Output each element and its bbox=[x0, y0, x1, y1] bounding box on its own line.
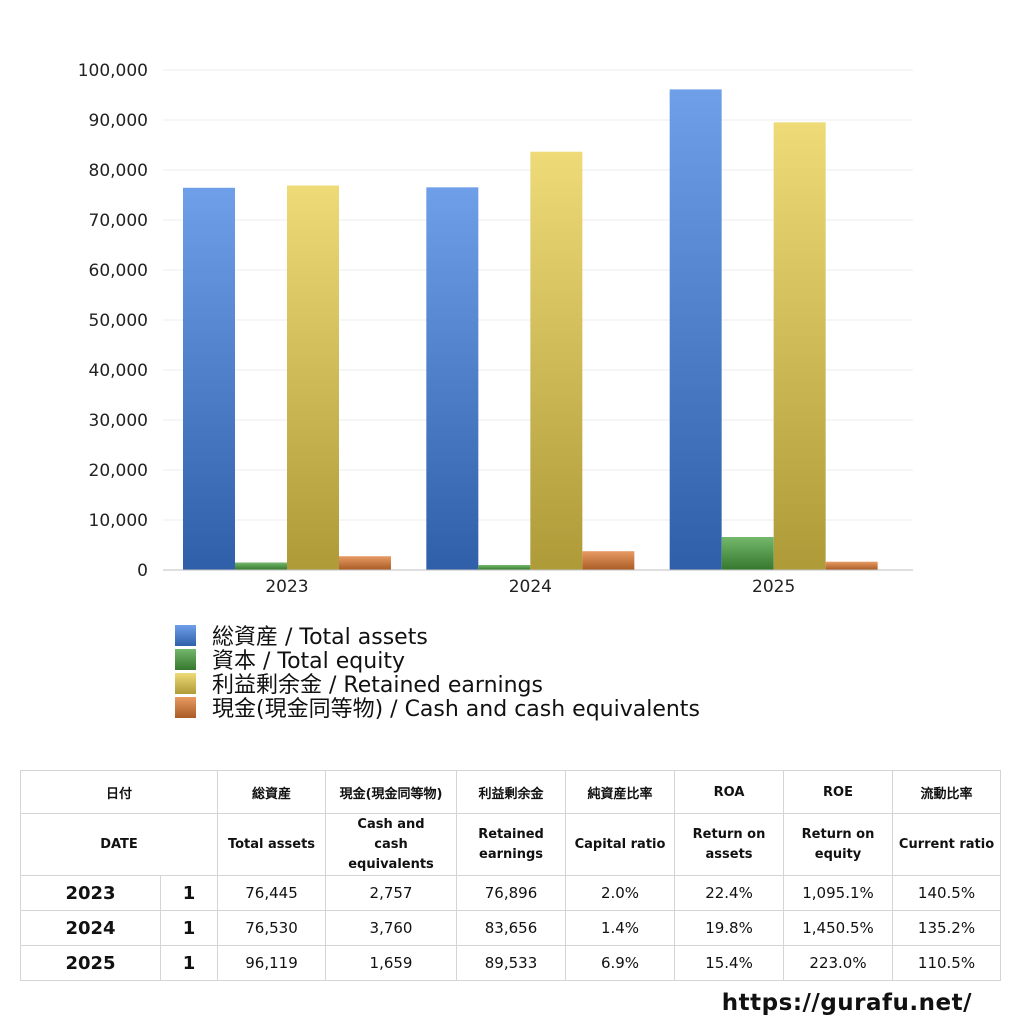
row-roa: 15.4% bbox=[674, 945, 785, 981]
bar-2025-series-2 bbox=[773, 122, 826, 571]
header-date-jp: 日付 bbox=[19, 770, 219, 814]
row-roe: 1,095.1% bbox=[783, 875, 894, 911]
header-date-en: DATE bbox=[19, 813, 219, 876]
row-capital-ratio: 6.9% bbox=[565, 945, 676, 981]
y-tick-label: 10,000 bbox=[89, 511, 148, 531]
legend-label-total-assets: 総資産 / Total assets bbox=[212, 625, 428, 650]
row-count: 1 bbox=[159, 910, 219, 946]
y-tick-label: 0 bbox=[137, 561, 148, 581]
header-retained-en: Retained earnings bbox=[456, 813, 567, 876]
legend-swatch-retained-earnings bbox=[175, 672, 196, 694]
y-tick-label: 30,000 bbox=[89, 411, 148, 431]
header-roe-jp: ROE bbox=[783, 770, 894, 814]
row-retained: 83,656 bbox=[456, 910, 567, 946]
header-current-ratio-en: Current ratio bbox=[892, 813, 1002, 876]
y-tick-label: 40,000 bbox=[89, 361, 148, 381]
row-cash: 3,760 bbox=[325, 910, 458, 946]
bar-2024-series-0 bbox=[426, 187, 479, 570]
bar-2024-series-1 bbox=[478, 565, 531, 570]
bar-chart: 0 10,000 20,000 30,000 40,000 50,000 60,000 70,… bbox=[78, 61, 913, 597]
x-category-label: 2025 bbox=[752, 577, 795, 597]
bar-2023-series-1 bbox=[235, 562, 287, 570]
row-roe: 1,450.5% bbox=[783, 910, 894, 946]
header-roa-en-text: Return on assets bbox=[692, 826, 766, 862]
table-row: 2025 1 96,119 1,659 89,533 6.9% 15.4% 22… bbox=[20, 945, 1002, 981]
header-capital-ratio-jp: 純資産比率 bbox=[565, 770, 676, 814]
header-retained-en-text: Retained earnings bbox=[478, 826, 544, 862]
table-header-row-jp: 日付 総資産 現金(現金同等物) 利益剰余金 純資産比率 ROA ROE 流動比… bbox=[19, 770, 1002, 814]
table-row: 2023 1 76,445 2,757 76,896 2.0% 22.4% 1,… bbox=[20, 875, 1002, 911]
y-tick-label: 20,000 bbox=[89, 461, 148, 481]
x-category-label: 2024 bbox=[509, 577, 552, 597]
row-current-ratio: 110.5% bbox=[892, 945, 1002, 981]
header-cash-jp: 現金(現金同等物) bbox=[325, 770, 458, 814]
bar-2023-series-0 bbox=[183, 187, 235, 570]
row-total-assets: 76,445 bbox=[217, 875, 327, 911]
y-tick-label: 80,000 bbox=[89, 161, 148, 181]
y-tick-label: 60,000 bbox=[89, 261, 148, 281]
row-capital-ratio: 1.4% bbox=[565, 910, 676, 946]
y-axis-ticks: 0 10,000 20,000 30,000 40,000 50,000 60,000 70,… bbox=[78, 61, 148, 581]
financial-data-table: 日付 総資産 現金(現金同等物) 利益剰余金 純資産比率 ROA ROE 流動比… bbox=[19, 770, 1002, 981]
row-roe: 223.0% bbox=[783, 945, 894, 981]
header-cash-en-text: Cash and cash equivalents bbox=[348, 816, 434, 872]
header-total-assets-jp: 総資産 bbox=[217, 770, 327, 814]
header-roa-en: Return on assets bbox=[674, 813, 785, 876]
legend-item-cash: 現金(現金同等物) / Cash and cash equivalents bbox=[175, 695, 700, 722]
row-cash: 1,659 bbox=[325, 945, 458, 981]
row-roa: 22.4% bbox=[674, 875, 785, 911]
bar-2025-series-0 bbox=[669, 89, 722, 570]
legend-item-total-assets: 総資産 / Total assets bbox=[175, 623, 700, 650]
header-roe-en: Return on equity bbox=[783, 813, 894, 876]
source-url[interactable]: https://gurafu.net/ bbox=[721, 990, 972, 1016]
row-total-assets: 96,119 bbox=[217, 945, 327, 981]
legend-item-total-equity: 資本 / Total equity bbox=[175, 647, 700, 674]
legend-label-total-equity: 資本 / Total equity bbox=[212, 649, 405, 674]
legend: 総資産 / Total assets 資本 / Total equity 利益剰… bbox=[175, 623, 700, 722]
bar-2023-series-3 bbox=[339, 556, 391, 570]
header-total-assets-en: Total assets bbox=[217, 813, 327, 876]
header-roe-en-text: Return on equity bbox=[801, 826, 875, 862]
row-year: 2024 bbox=[20, 910, 161, 946]
header-capital-ratio-en: Capital ratio bbox=[565, 813, 676, 876]
row-current-ratio: 140.5% bbox=[892, 875, 1002, 911]
row-year: 2025 bbox=[20, 945, 161, 981]
legend-swatch-total-assets bbox=[175, 624, 196, 646]
row-current-ratio: 135.2% bbox=[892, 910, 1002, 946]
row-year: 2023 bbox=[20, 875, 161, 911]
legend-item-retained-earnings: 利益剰余金 / Retained earnings bbox=[175, 671, 700, 698]
y-tick-label: 100,000 bbox=[78, 61, 148, 81]
row-capital-ratio: 2.0% bbox=[565, 875, 676, 911]
bars bbox=[183, 89, 878, 571]
bar-2023-series-2 bbox=[287, 185, 339, 570]
table-row: 2024 1 76,530 3,760 83,656 1.4% 19.8% 1,… bbox=[20, 910, 1002, 946]
legend-label-cash: 現金(現金同等物) / Cash and cash equivalents bbox=[212, 697, 700, 722]
row-count: 1 bbox=[159, 945, 219, 981]
header-retained-jp: 利益剰余金 bbox=[456, 770, 567, 814]
row-roa: 19.8% bbox=[674, 910, 785, 946]
row-count: 1 bbox=[159, 875, 219, 911]
row-retained: 76,896 bbox=[456, 875, 567, 911]
header-roa-jp: ROA bbox=[674, 770, 785, 814]
row-cash: 2,757 bbox=[325, 875, 458, 911]
legend-label-retained-earnings: 利益剰余金 / Retained earnings bbox=[212, 673, 543, 698]
legend-swatch-cash bbox=[175, 696, 196, 718]
header-current-ratio-jp: 流動比率 bbox=[892, 770, 1002, 814]
legend-swatch-total-equity bbox=[175, 648, 196, 670]
bar-2025-series-3 bbox=[825, 561, 878, 570]
y-tick-label: 90,000 bbox=[89, 111, 148, 131]
x-category-label: 2023 bbox=[265, 577, 308, 597]
x-axis-categories: 2023 2024 2025 bbox=[265, 577, 795, 597]
y-tick-label: 50,000 bbox=[89, 311, 148, 331]
row-total-assets: 76,530 bbox=[217, 910, 327, 946]
bar-2024-series-2 bbox=[530, 151, 583, 570]
bar-2025-series-1 bbox=[721, 537, 774, 570]
row-retained: 89,533 bbox=[456, 945, 567, 981]
table-header-row-en: DATE Total assets Cash and cash equivale… bbox=[19, 813, 1002, 876]
y-tick-label: 70,000 bbox=[89, 211, 148, 231]
header-cash-en: Cash and cash equivalents bbox=[325, 813, 458, 876]
bar-2024-series-3 bbox=[582, 551, 635, 570]
